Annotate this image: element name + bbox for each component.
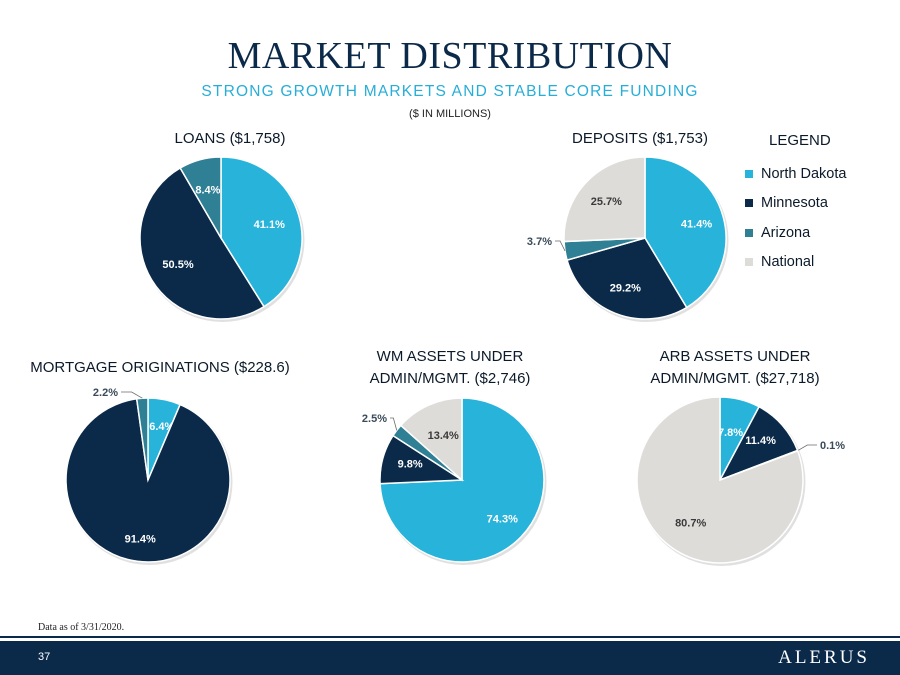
mortgage-chart-title: MORTGAGE ORIGINATIONS ($228.6): [30, 359, 290, 376]
loans-chart-title: LOANS ($1,758): [174, 130, 286, 147]
deposits-label-north-dakota: 41.4%: [681, 219, 712, 231]
deposits-slice-national: [563, 156, 646, 243]
arb-chart-title-line1: ARB ASSETS UNDER: [659, 348, 811, 365]
legend-label: Minnesota: [761, 195, 828, 212]
arb-label-arizona: 0.1%: [820, 440, 845, 452]
legend-label: National: [761, 254, 815, 271]
deposits-slice-north-dakota: [644, 156, 727, 309]
arb-slice-national: [636, 396, 804, 564]
mortgage-leader-line-arizona: [121, 391, 143, 399]
wm-label-minnesota: 9.8%: [398, 458, 423, 470]
arb-label-minnesota: 11.4%: [745, 435, 776, 447]
deposits-leader-line-arizona: [555, 240, 566, 252]
footer-bar: [0, 641, 900, 675]
legend-label: North Dakota: [761, 165, 847, 182]
footnote: Data as of 3/31/2020.: [38, 622, 125, 633]
page-subtitle: STRONG GROWTH MARKETS AND STABLE CORE FU…: [201, 83, 699, 100]
mortgage-label-north-dakota: 6.4%: [149, 421, 174, 433]
deposits-slice-minnesota: [566, 237, 688, 320]
arb-label-north-dakota: 7.8%: [718, 427, 743, 439]
brand-logo: ALERUS: [778, 647, 870, 668]
wm-chart-title-line2: ADMIN/MGMT. ($2,746): [369, 370, 531, 387]
footer-divider: [0, 636, 900, 638]
units-note: ($ IN MILLIONS): [409, 108, 491, 120]
loans-label-arizona: 8.4%: [195, 185, 220, 197]
deposits-chart-title: DEPOSITS ($1,753): [572, 130, 708, 147]
legend-swatch-national: [745, 258, 753, 267]
legend-swatch-north-dakota: [745, 169, 753, 178]
arb-leader-line-arizona: [797, 444, 817, 452]
wm-label-national: 13.4%: [428, 430, 459, 442]
arb-chart-title-line2: ADMIN/MGMT. ($27,718): [650, 370, 820, 387]
mortgage-slice-minnesota: [65, 397, 231, 563]
wm-label-north-dakota: 74.3%: [487, 514, 518, 526]
wm-chart-title: WM ASSETS UNDER ADMIN/MGMT. ($2,746): [330, 346, 570, 390]
wm-chart-title-line1: WM ASSETS UNDER: [376, 348, 524, 365]
mortgage-label-minnesota: 91.4%: [125, 534, 156, 546]
mortgage-label-arizona: 2.2%: [93, 387, 118, 399]
legend-item-arizona: Arizona: [745, 218, 885, 248]
legend-title: LEGEND: [769, 132, 831, 149]
wm-slice-national: [399, 397, 463, 482]
loans-label-north-dakota: 41.1%: [254, 219, 285, 231]
legend-swatch-arizona: [745, 228, 753, 237]
wm-label-arizona: 2.5%: [362, 413, 387, 425]
deposits-label-arizona: 3.7%: [527, 236, 552, 248]
page-title: MARKET DISTRIBUTION: [227, 35, 673, 77]
legend: LEGEND North Dakota Minnesota Arizona Na…: [745, 132, 885, 277]
legend-label: Arizona: [761, 224, 811, 241]
deposits-label-minnesota: 29.2%: [610, 283, 641, 295]
loans-label-minnesota: 50.5%: [162, 259, 193, 271]
legend-swatch-minnesota: [745, 199, 753, 208]
wm-leader-line-arizona: [390, 417, 398, 431]
deposits-label-national: 25.7%: [591, 196, 622, 208]
legend-item-national: National: [745, 248, 885, 278]
loans-slice-minnesota: [139, 166, 266, 320]
loans-slice-arizona: [179, 156, 222, 241]
arb-chart-title: ARB ASSETS UNDER ADMIN/MGMT. ($27,718): [615, 346, 855, 390]
legend-item-north-dakota: North Dakota: [745, 159, 885, 189]
legend-item-minnesota: Minnesota: [745, 189, 885, 219]
arb-label-national: 80.7%: [675, 517, 706, 529]
page-number: 37: [38, 651, 51, 663]
